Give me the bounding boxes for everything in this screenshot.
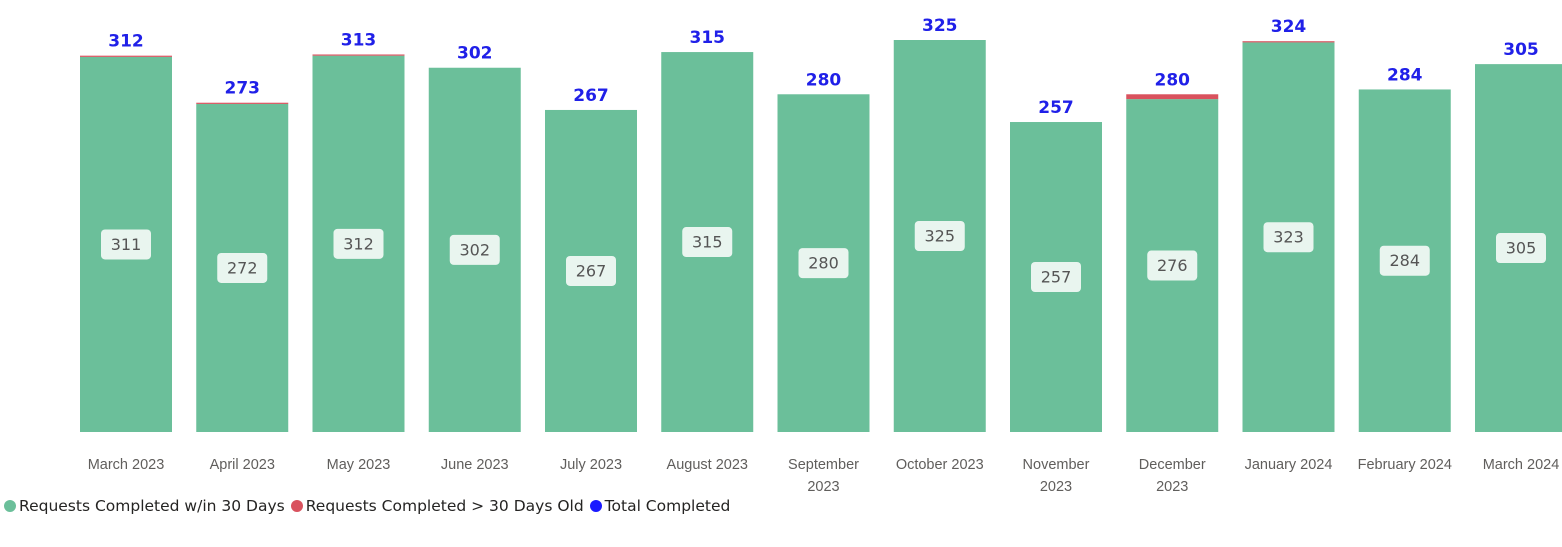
x-tick-label: September 2023 [788, 457, 859, 495]
label-box [798, 248, 849, 279]
data-label: 305 [1506, 239, 1537, 258]
total-label: 315 [690, 28, 726, 48]
legend-swatch [4, 500, 16, 512]
legend-swatch [290, 500, 303, 512]
total-label: 302 [457, 44, 493, 64]
total-label: 324 [1271, 17, 1307, 37]
data-label: 311 [111, 235, 142, 254]
legend-item: Total Completed [589, 497, 731, 515]
total-label: 273 [225, 79, 261, 99]
bar-segment [1126, 94, 1219, 100]
x-tick-label: January 2024 [1244, 457, 1333, 473]
label-box [1379, 245, 1430, 276]
total-label: 257 [1038, 98, 1074, 118]
legend-label: Requests Completed > 30 Days Old [305, 497, 584, 515]
x-tick-label: March 2023 [87, 457, 165, 473]
data-label: 280 [808, 254, 839, 273]
data-label: 276 [1157, 256, 1188, 275]
total-label: 284 [1387, 65, 1423, 85]
label-box [682, 227, 733, 258]
x-tick-label: August 2023 [666, 457, 748, 473]
label-box [914, 221, 965, 251]
data-label: 312 [343, 234, 374, 253]
legend-label: Requests Completed w/in 30 Days [19, 497, 285, 515]
bar-segment [80, 55, 172, 57]
label-box [217, 252, 268, 283]
total-label: 312 [108, 32, 144, 52]
legend-item: Requests Completed > 30 Days Old [290, 497, 584, 515]
x-tick-label: June 2023 [440, 457, 509, 473]
label-box [566, 255, 616, 286]
label-box [1147, 250, 1198, 281]
data-label: 257 [1041, 268, 1072, 287]
data-label: 315 [692, 233, 723, 252]
label-box [1031, 262, 1081, 293]
legend-item: Requests Completed w/in 30 Days [4, 497, 285, 515]
x-tick-label: February 2024 [1357, 457, 1452, 473]
label-box [101, 229, 151, 260]
bar-segment [312, 54, 405, 56]
x-tick-label: March 2024 [1482, 457, 1560, 473]
label-box [1496, 233, 1546, 264]
data-label: 267 [576, 261, 607, 280]
bar-segment [196, 102, 289, 104]
label-box [449, 234, 500, 265]
data-label: 325 [924, 227, 955, 246]
total-label: 305 [1503, 40, 1539, 60]
total-label: 313 [341, 30, 377, 50]
bar-segment [1242, 41, 1335, 43]
data-label: 323 [1273, 228, 1304, 247]
label-box [1263, 222, 1314, 253]
legend: Requests Completed w/in 30 Days Requests … [4, 497, 730, 515]
legend-swatch [589, 500, 602, 512]
total-label: 267 [573, 86, 609, 106]
data-label: 302 [459, 240, 490, 259]
legend-label: Total Completed [604, 497, 731, 515]
x-tick-label: July 2023 [559, 457, 623, 473]
x-tick-label: October 2023 [895, 457, 984, 473]
data-label: 272 [227, 258, 258, 277]
x-tick-label: November 2023 [1022, 457, 1090, 495]
total-label: 325 [922, 16, 958, 36]
x-tick-label: December 2023 [1138, 457, 1206, 495]
total-label: 280 [806, 70, 842, 90]
label-box [333, 228, 384, 259]
x-tick-label: April 2023 [209, 457, 275, 473]
total-label: 280 [1155, 70, 1191, 90]
data-label: 284 [1389, 251, 1420, 270]
x-tick-label: May 2023 [326, 457, 391, 473]
